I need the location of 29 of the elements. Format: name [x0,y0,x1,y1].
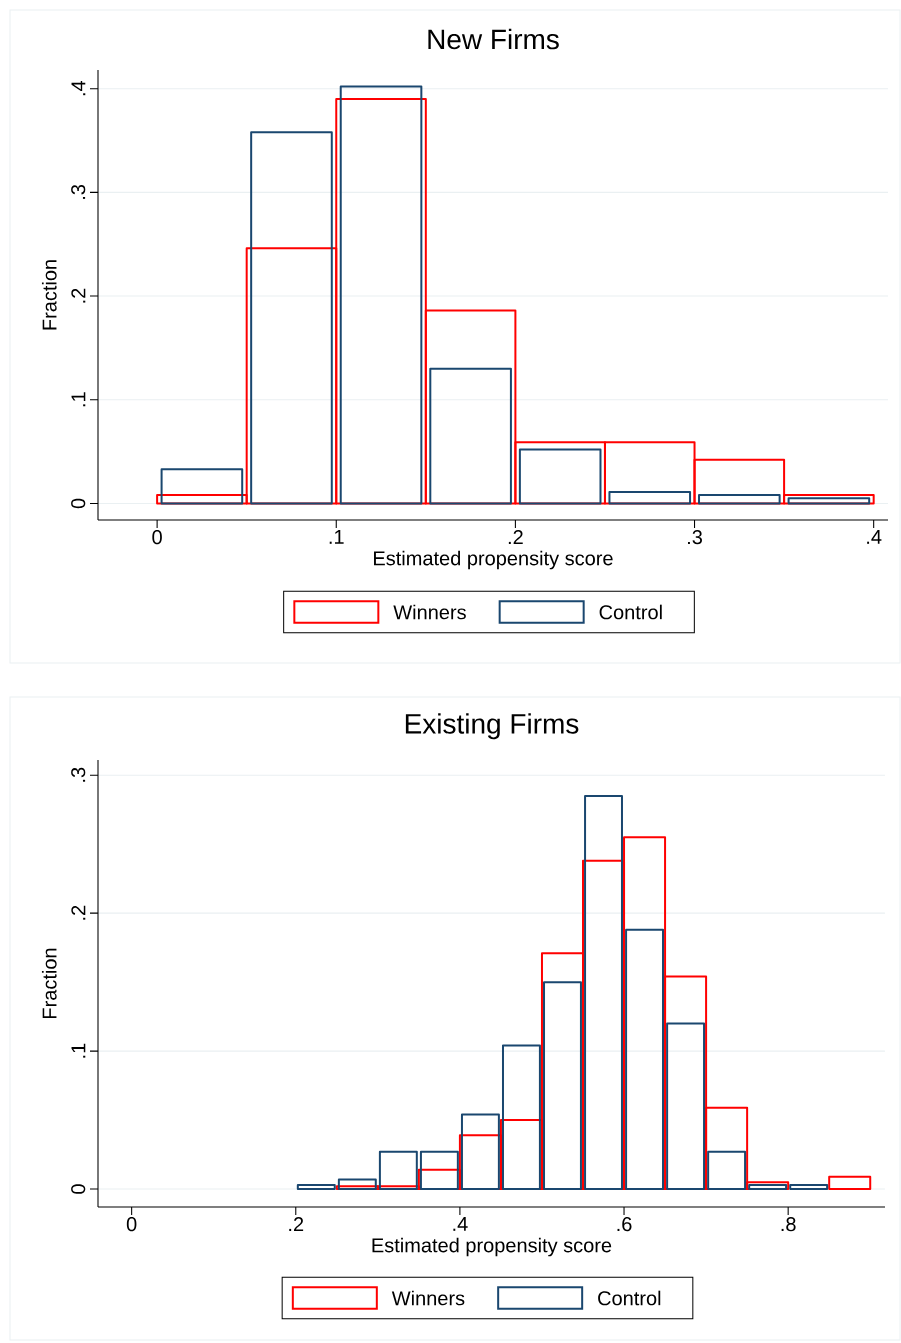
y-tick-label: .3 [71,767,86,782]
y-tick-label: .2 [71,288,86,303]
x-tick-label: 0 [126,1217,137,1232]
x-tick-label: .4 [453,1217,468,1231]
y-tick-label: .4 [71,80,86,96]
y-tick-label: .1 [71,1043,86,1058]
y-tick-label: .2 [71,905,86,920]
x-axis-title: Estimated propensity score [372,1237,612,1257]
legend-label: Winners [393,604,466,620]
x-tick-label: .1 [329,530,344,544]
chart-title: Existing Firms [405,713,579,740]
x-axis-title: Estimated propensity score [374,550,613,570]
x-tick-label: .2 [289,1217,304,1232]
legend-label: Control [598,1290,661,1306]
y-tick-label: .1 [71,392,86,407]
y-axis-title: Fraction [41,260,57,330]
x-tick-label: 0 [152,530,162,545]
x-tick-label: .2 [508,530,523,545]
x-tick-label: .8 [781,1217,796,1232]
y-tick-label: 0 [71,498,86,509]
y-tick-label: 0 [71,1184,86,1194]
x-tick-label: .3 [688,530,702,545]
legend-label: Control [599,604,662,620]
y-axis-title: Fraction [41,948,57,1019]
x-tick-label: .4 [867,530,882,544]
chart-title: New Firms [428,28,559,50]
y-tick-label: .3 [71,184,86,199]
legend-label: Winners [391,1290,465,1306]
x-tick-label: .6 [617,1217,632,1232]
